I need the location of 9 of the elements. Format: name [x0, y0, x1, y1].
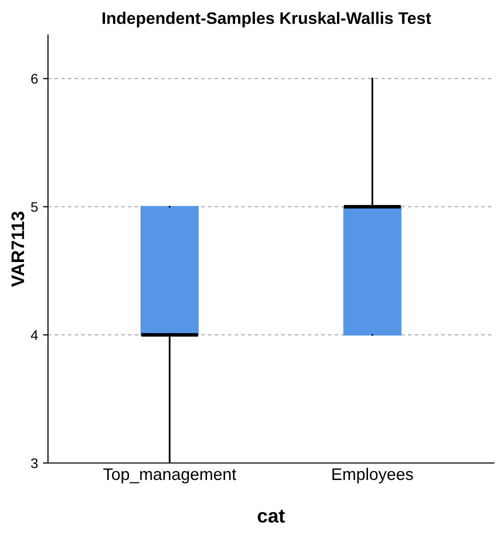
y-tick-label: 3 — [31, 458, 38, 468]
y-tick-label: 6 — [31, 74, 38, 84]
y-axis-title: VAR7113 — [11, 212, 24, 287]
chart-title: Independent-Samples Kruskal-Wallis Test — [102, 12, 432, 28]
x-tick-label: Employees — [332, 468, 413, 484]
y-tick-label: 4 — [30, 330, 38, 340]
x-axis-title: cat — [258, 510, 285, 523]
y-tick-label: 5 — [31, 202, 38, 212]
x-tick-label: Top_management — [103, 468, 236, 484]
